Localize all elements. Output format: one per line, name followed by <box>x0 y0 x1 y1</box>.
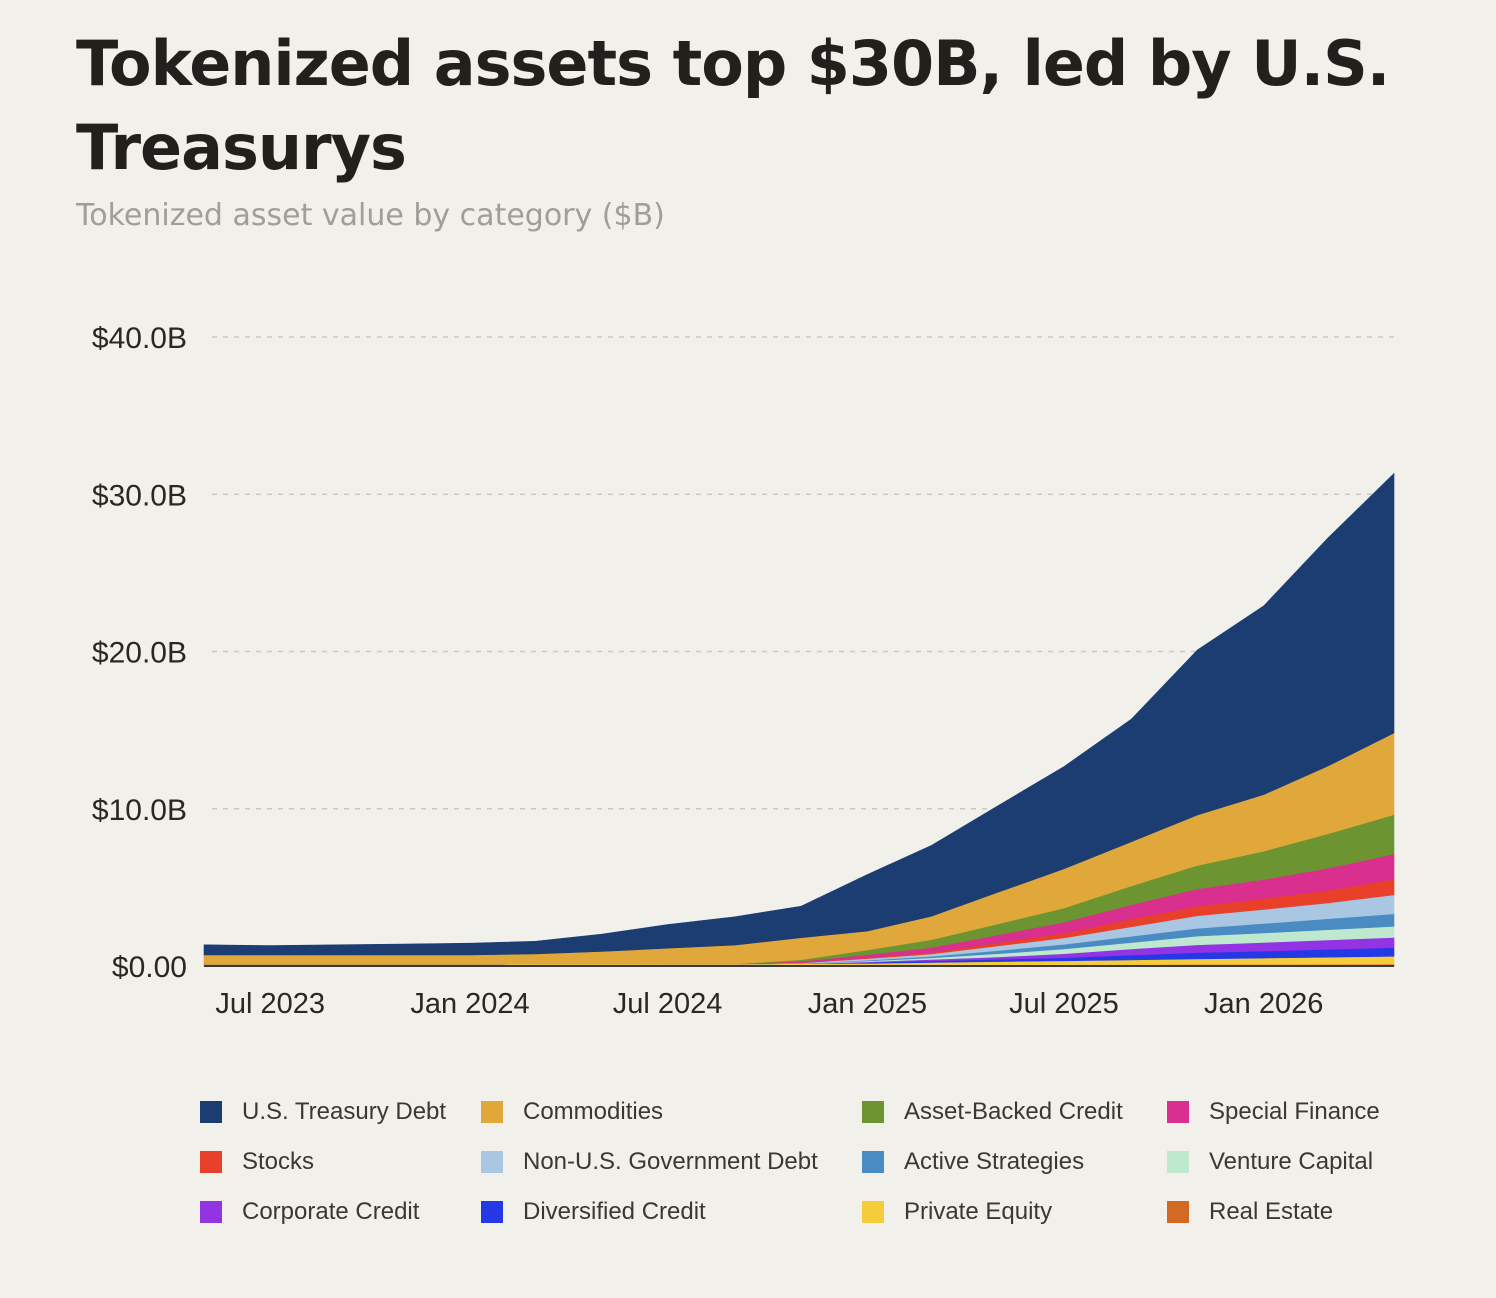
y-tick-label: $40.0B <box>92 322 187 355</box>
legend-label: Real Estate <box>1209 1198 1334 1225</box>
y-tick-label: $30.0B <box>92 479 187 512</box>
legend-swatch <box>481 1201 503 1223</box>
legend-item: Commodities <box>481 1098 862 1126</box>
legend-swatch <box>481 1151 503 1173</box>
legend-label: Private Equity <box>904 1198 1053 1225</box>
legend-swatch <box>200 1201 222 1223</box>
chart-subtitle: Tokenized asset value by category ($B) <box>76 198 665 233</box>
legend-item: Private Equity <box>862 1198 1167 1226</box>
legend-item: Special Finance <box>1167 1098 1430 1126</box>
legend-item: Non-U.S. Government Debt <box>481 1148 862 1176</box>
chart-title: Tokenized assets top $30B, led by U.S. T… <box>76 27 1390 184</box>
legend: U.S. Treasury Debt Commodities Asset-Backe… <box>200 1098 1430 1226</box>
legend-item: Active Strategies <box>862 1148 1167 1176</box>
legend-label: Non-U.S. Government Debt <box>523 1148 818 1175</box>
y-tick-label: $0.00 <box>112 951 187 984</box>
legend-item: U.S. Treasury Debt <box>200 1098 481 1126</box>
y-tick-label: $20.0B <box>92 637 187 670</box>
legend-label: Venture Capital <box>1209 1148 1374 1175</box>
legend-label: Stocks <box>242 1148 315 1175</box>
legend-swatch <box>862 1201 884 1223</box>
legend-swatch <box>200 1101 222 1123</box>
legend-label: Asset-Backed Credit <box>904 1098 1123 1125</box>
x-tick-label: Jan 2024 <box>410 988 529 1020</box>
legend-label: Commodities <box>523 1098 664 1125</box>
legend-swatch <box>1167 1151 1189 1173</box>
legend-label: Corporate Credit <box>242 1198 420 1225</box>
legend-item: Venture Capital <box>1167 1148 1430 1176</box>
legend-swatch <box>862 1101 884 1123</box>
x-axis-ticks: Jul 2023 Jan 2024 Jul 2024 Jan 2025 Jul 2025… <box>215 988 1323 1020</box>
stacked-area-chart: $0.00 $10.0B $20.0B $30.0B $40.0B Jul 2023 Ja… <box>92 322 1398 1020</box>
legend-label: Special Finance <box>1209 1098 1380 1125</box>
legend-item: Corporate Credit <box>200 1198 481 1226</box>
area-u-s-treasury-debt <box>203 472 1395 956</box>
legend-label: Diversified Credit <box>523 1198 706 1225</box>
legend-swatch <box>481 1101 503 1123</box>
x-tick-label: Jul 2023 <box>215 988 325 1020</box>
legend-swatch <box>1167 1101 1189 1123</box>
x-tick-label: Jul 2025 <box>1009 988 1119 1020</box>
legend-swatch <box>200 1151 222 1173</box>
legend-item: Stocks <box>200 1148 481 1176</box>
legend-item: Asset-Backed Credit <box>862 1098 1167 1126</box>
y-axis-ticks: $0.00 $10.0B $20.0B $30.0B $40.0B <box>92 322 187 984</box>
legend-item: Diversified Credit <box>481 1198 862 1226</box>
legend-label: U.S. Treasury Debt <box>242 1098 447 1125</box>
legend-item: Real Estate <box>1167 1198 1430 1226</box>
legend-label: Active Strategies <box>904 1148 1085 1175</box>
y-tick-label: $10.0B <box>92 794 187 827</box>
legend-swatch <box>862 1151 884 1173</box>
area-series <box>203 472 1395 967</box>
x-tick-label: Jan 2026 <box>1204 988 1323 1020</box>
x-tick-label: Jan 2025 <box>808 988 927 1020</box>
legend-swatch <box>1167 1201 1189 1223</box>
x-tick-label: Jul 2024 <box>613 988 723 1020</box>
